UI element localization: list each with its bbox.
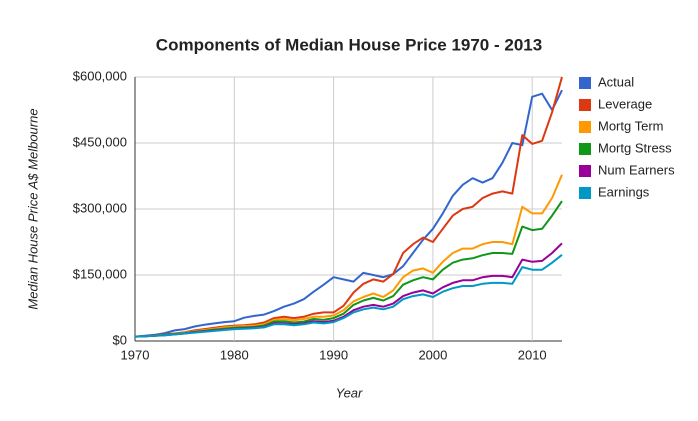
series-line [134, 254, 563, 338]
y-tick-label: $300,000 [73, 200, 127, 215]
series-line [134, 89, 563, 338]
legend-label: Mortg Term [598, 118, 664, 133]
x-tick-label: 2000 [418, 347, 447, 362]
y-axis-title: Median House Price A$ Melbourne [25, 108, 40, 309]
y-tick-label: $150,000 [73, 266, 127, 281]
legend-label: Leverage [598, 96, 652, 111]
chart-title: Components of Median House Price 1970 - … [156, 35, 542, 54]
y-tick-label: $450,000 [73, 134, 127, 149]
series-line [134, 76, 563, 338]
legend-label: Actual [598, 74, 634, 89]
x-tick-label: 1980 [220, 347, 249, 362]
legend-swatch [579, 143, 591, 155]
x-tick-label: 2010 [518, 347, 547, 362]
legend-label: Earnings [598, 184, 650, 199]
legend-swatch [579, 99, 591, 111]
legend-swatch [579, 121, 591, 133]
y-tick-label: $600,000 [73, 68, 127, 83]
series-line [134, 242, 563, 338]
x-tick-label: 1990 [319, 347, 348, 362]
legend-swatch [579, 165, 591, 177]
legend-swatch [579, 187, 591, 199]
x-tick-label: 1970 [121, 347, 150, 362]
legend-swatch [579, 77, 591, 89]
x-axis-title: Year [336, 385, 363, 400]
y-tick-label: $0 [113, 332, 127, 347]
legend-label: Num Earners [598, 162, 675, 177]
legend-label: Mortg Stress [598, 140, 672, 155]
